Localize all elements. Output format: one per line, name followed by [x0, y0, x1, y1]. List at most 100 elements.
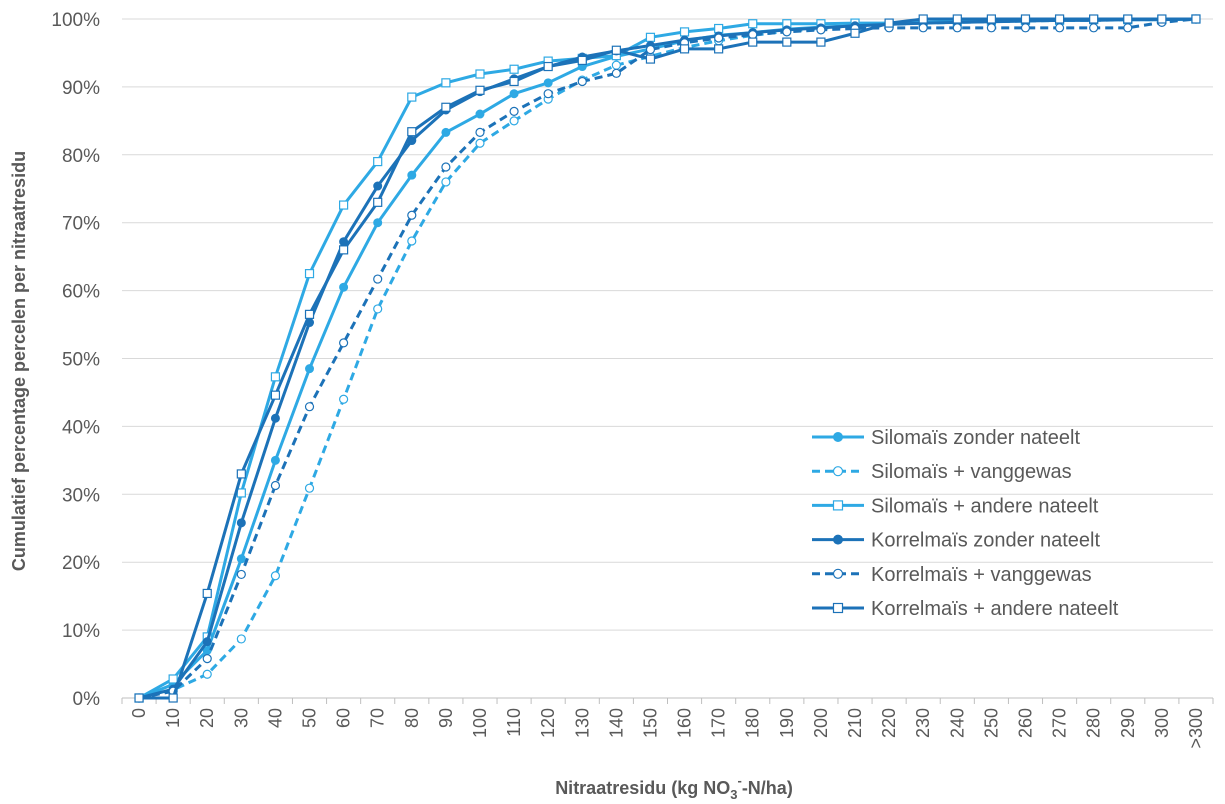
- x-tick-label: 170: [709, 708, 729, 738]
- data-point: [373, 274, 383, 284]
- data-point: [782, 37, 792, 47]
- data-point: [407, 127, 417, 137]
- y-tick-label: 40%: [62, 417, 100, 438]
- data-point: [373, 156, 383, 167]
- data-point: [645, 54, 656, 64]
- y-tick-label: 20%: [62, 553, 100, 574]
- series-line: [138, 17, 1196, 700]
- data-point: [236, 518, 246, 528]
- data-point: [1089, 23, 1099, 33]
- legend-label: Korrelmaïs zonder nateelt: [871, 530, 1100, 552]
- x-tick-label: 50: [300, 708, 320, 728]
- data-point: [1191, 14, 1201, 24]
- data-point: [236, 469, 246, 479]
- data-point: [168, 674, 178, 684]
- gridlines: [122, 18, 1213, 699]
- data-point: [441, 162, 451, 172]
- x-tick-label: 180: [743, 708, 763, 738]
- data-point: [441, 102, 451, 112]
- data-point: [952, 14, 962, 24]
- legend-marker: [832, 568, 844, 579]
- data-point: [816, 25, 826, 35]
- data-point: [339, 245, 349, 255]
- x-tick-label: 290: [1118, 708, 1138, 738]
- data-point: [305, 364, 315, 374]
- data-point: [509, 89, 519, 99]
- data-point: [1157, 14, 1167, 24]
- data-point: [679, 44, 690, 54]
- data-point: [1054, 14, 1065, 24]
- data-point: [782, 27, 792, 37]
- legend-item: Korrelmaïs + vanggewas: [812, 564, 1092, 586]
- data-point: [645, 44, 656, 55]
- data-point: [543, 78, 553, 88]
- legend-label: Silomaïs zonder nateelt: [871, 427, 1080, 449]
- legend-marker: [833, 432, 843, 442]
- y-tick-label: 90%: [62, 78, 100, 99]
- data-point: [475, 85, 485, 95]
- x-tick-label: 150: [640, 708, 660, 738]
- data-point: [339, 338, 349, 348]
- data-point: [475, 138, 485, 148]
- data-point: [1020, 14, 1031, 24]
- data-point: [611, 60, 621, 70]
- data-point: [202, 588, 212, 599]
- x-tick-label: 200: [811, 708, 831, 738]
- data-point: [543, 89, 553, 99]
- y-tick-label: 0%: [73, 689, 101, 710]
- x-axis-ticks: 0 10 20 30 40 50 60 70 80 90 100 110 120 130 140 150 160…: [121, 697, 1214, 749]
- data-point: [577, 55, 587, 66]
- legend-label: Silomaïs + vanggewas: [871, 461, 1072, 483]
- y-tick-label: 50%: [62, 350, 100, 371]
- x-axis-title: Nitraatresidu (kg NO3--N/ha): [555, 773, 793, 802]
- data-point: [748, 19, 758, 29]
- data-point: [304, 483, 315, 493]
- data-point: [1020, 23, 1031, 33]
- legend-marker: [832, 500, 844, 511]
- y-tick-label: 70%: [62, 214, 100, 235]
- legend-label: Silomaïs + andere nateelt: [871, 495, 1099, 517]
- data-point: [509, 76, 519, 87]
- x-axis-title-main: Nitraatresidu (kg NO: [555, 778, 730, 798]
- legend-label: Korrelmaïs + vanggewas: [871, 564, 1092, 586]
- y-tick-label: 80%: [62, 146, 100, 167]
- x-tick-label: 230: [913, 708, 933, 738]
- legend: Silomaïs zonder nateelt Silomaïs + vangge…: [812, 427, 1119, 620]
- x-axis-title-sub: 3: [730, 787, 737, 802]
- y-axis-ticks: 0% 10% 20% 30% 40% 50% 60% 70% 80% 90% 100%: [51, 10, 100, 710]
- data-point: [373, 304, 383, 314]
- x-tick-label: 0: [129, 708, 149, 718]
- data-point: [509, 64, 519, 74]
- data-point: [986, 23, 996, 33]
- x-tick-label: 30: [231, 708, 251, 728]
- data-point: [611, 68, 621, 78]
- data-point: [714, 44, 724, 54]
- legend-marker: [832, 466, 844, 477]
- data-point: [407, 170, 417, 180]
- y-tick-label: 30%: [62, 485, 100, 506]
- legend-marker: [833, 534, 843, 545]
- data-point: [236, 488, 246, 498]
- x-tick-label: 190: [777, 708, 797, 738]
- data-point: [407, 210, 417, 220]
- x-tick-label: 20: [197, 708, 217, 728]
- data-point: [1089, 14, 1099, 24]
- data-point: [918, 23, 928, 33]
- x-tick-label: 120: [538, 708, 558, 738]
- legend-item: Korrelmaïs zonder nateelt: [812, 530, 1100, 552]
- data-point: [304, 402, 315, 412]
- data-point: [1123, 14, 1133, 24]
- data-point: [679, 27, 690, 37]
- x-tick-label: 280: [1084, 708, 1104, 738]
- data-point: [543, 61, 553, 72]
- data-point: [202, 669, 212, 679]
- x-tick-label: 90: [436, 708, 456, 728]
- data-point: [509, 116, 519, 126]
- data-point: [714, 23, 724, 34]
- data-point: [884, 18, 894, 28]
- data-point: [270, 480, 281, 491]
- x-tick-label: 70: [368, 708, 388, 728]
- data-point: [373, 197, 383, 207]
- data-point: [509, 106, 519, 116]
- data-point: [441, 127, 451, 137]
